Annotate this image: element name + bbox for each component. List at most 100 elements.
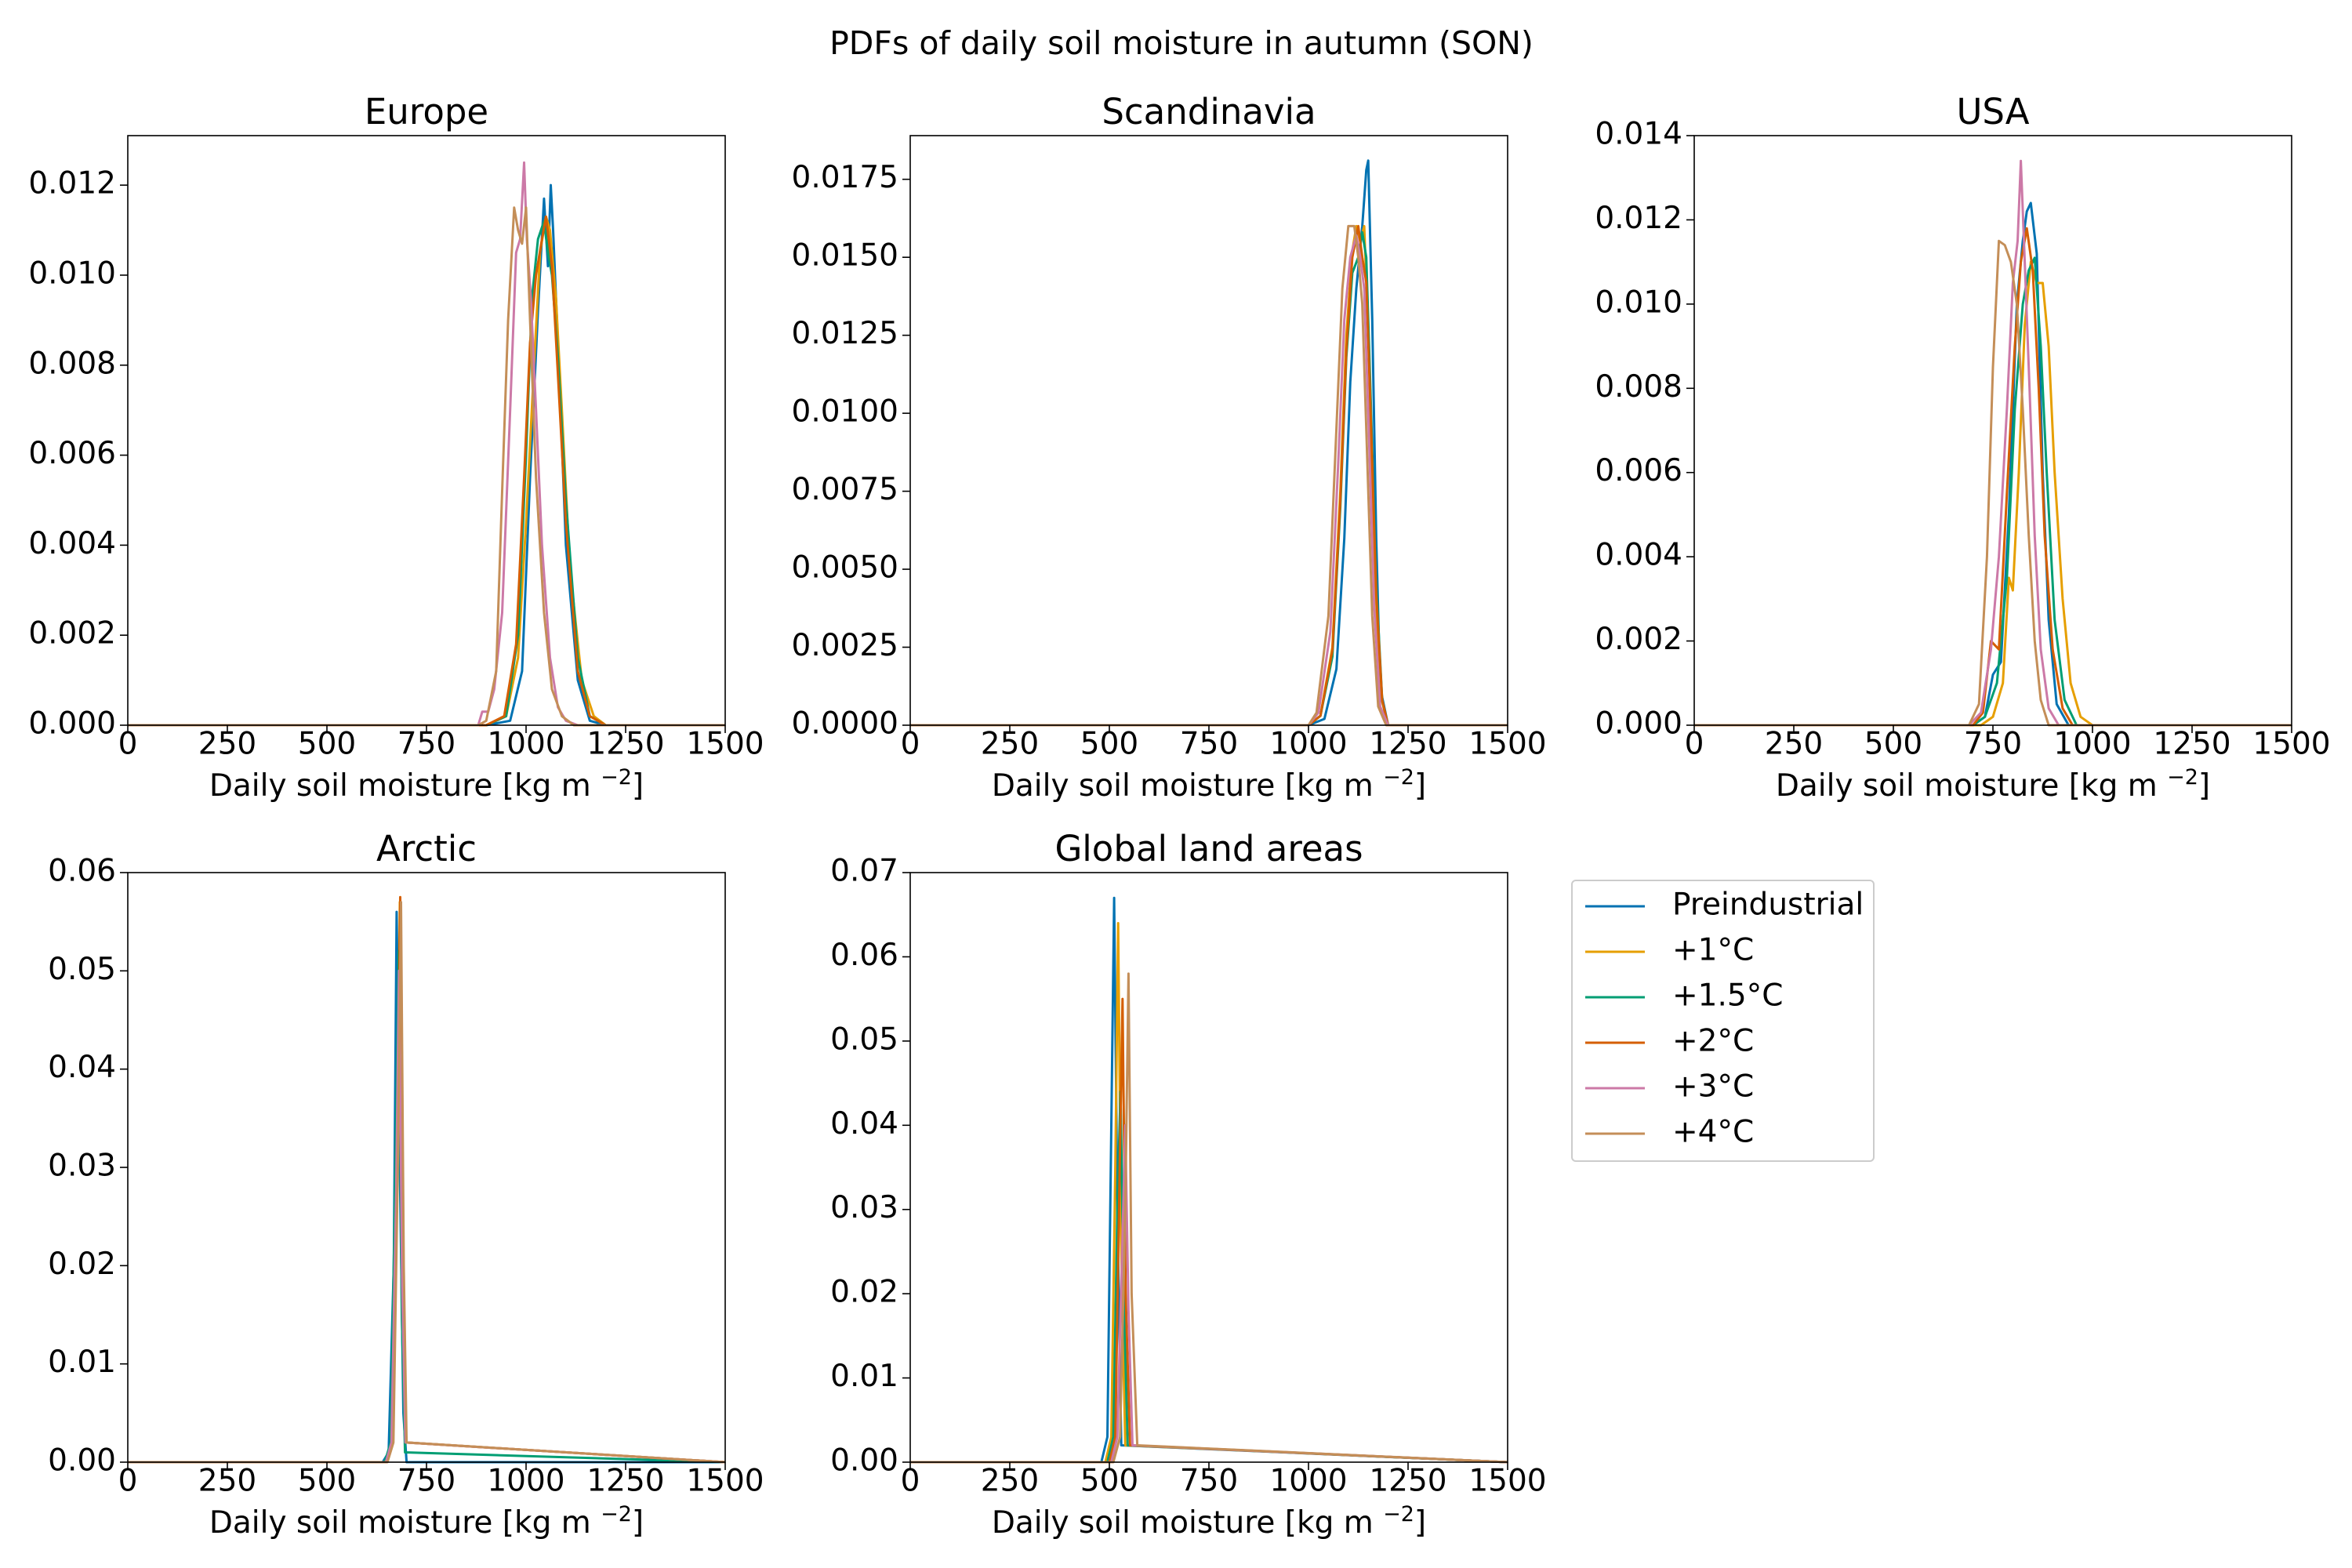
- x-tick-label: 1250: [586, 1464, 664, 1499]
- legend-label: +2°C: [1672, 1024, 1754, 1059]
- y-tick-label: 0.02: [48, 1247, 116, 1282]
- y-tick-label: 0.012: [28, 166, 116, 201]
- y-tick-label: 0.05: [830, 1022, 898, 1057]
- panel-title: Arctic: [376, 828, 477, 869]
- series-line-2-c: [910, 997, 1508, 1464]
- legend-label: Preindustrial: [1672, 887, 1864, 923]
- x-tick-label: 750: [397, 1464, 456, 1499]
- legend-label: +4°C: [1672, 1115, 1754, 1150]
- series-line-preindustrial: [1694, 201, 2292, 727]
- panel-usa: 0 250 500 750 1000 1250 1500 0.000 0.002 0.004 0.0…: [1595, 91, 2330, 804]
- x-tick-label: 500: [1080, 1464, 1138, 1499]
- figure-title: PDFs of daily soil moisture in autumn (S…: [829, 24, 1534, 62]
- panel-global-land-areas: 0 250 500 750 1000 1250 1500 0.00 0.01 0.02 0.03 0.…: [830, 828, 1546, 1541]
- plot-area: [910, 873, 1508, 1462]
- panel-europe: 0 250 500 750 1000 1250 1500 0.000 0.002 0.004 0.0…: [28, 91, 764, 804]
- x-tick-label: 500: [1080, 727, 1138, 762]
- x-tick-label: 1000: [487, 1464, 564, 1499]
- y-tick-label: 0.012: [1595, 201, 1682, 236]
- series-line-3-c: [910, 1123, 1508, 1464]
- x-tick-label: 1500: [1468, 1464, 1546, 1499]
- y-tick-label: 0.0150: [792, 238, 898, 274]
- y-tick-label: 0.0175: [792, 160, 898, 195]
- series-line-1-5-c: [1694, 256, 2292, 727]
- series-line-2-c: [910, 224, 1508, 727]
- legend-frame: [1571, 880, 1875, 1162]
- series-line-4-c: [128, 901, 726, 1464]
- y-tick-label: 0.00: [48, 1443, 116, 1479]
- y-tick-label: 0.06: [830, 938, 898, 973]
- panel-scandinavia: 0 250 500 750 1000 1250 1500 0.0000 0.0025 0.0050…: [792, 91, 1547, 804]
- x-tick-label: 1000: [1269, 1464, 1347, 1499]
- x-axis-label: Daily soil moisture [kg m −2]: [992, 1502, 1426, 1541]
- series-line-1-5-c: [128, 220, 725, 727]
- y-tick-label: 0.002: [28, 616, 116, 652]
- x-tick-label: 250: [198, 1464, 256, 1499]
- legend-item-3-c: +3°C: [1585, 1069, 1754, 1105]
- y-tick-label: 0.0125: [792, 316, 898, 351]
- legend-item-2-c: +2°C: [1585, 1024, 1754, 1059]
- y-tick-label: 0.0025: [792, 628, 898, 663]
- x-tick-label: 1000: [2053, 727, 2131, 762]
- x-tick-label: 500: [1864, 727, 1922, 762]
- series-line-4-c: [910, 972, 1508, 1464]
- y-tick-label: 0.000: [28, 706, 116, 742]
- x-tick-label: 1250: [586, 727, 664, 762]
- y-tick-label: 0.03: [830, 1190, 898, 1225]
- x-axis-label: Daily soil moisture [kg m −2]: [209, 765, 644, 804]
- x-axis-label: Daily soil moisture [kg m −2]: [1776, 765, 2210, 804]
- legend-item-preindustrial: Preindustrial: [1585, 887, 1864, 923]
- x-tick-label: 750: [1180, 1464, 1238, 1499]
- y-tick-label: 0.06: [48, 854, 116, 889]
- x-tick-label: 750: [1180, 727, 1238, 762]
- x-tick-label: 250: [198, 727, 256, 762]
- legend-item-1-5-c: +1.5°C: [1585, 978, 1783, 1014]
- y-tick-label: 0.010: [28, 256, 116, 291]
- series-line-3-c: [128, 969, 726, 1464]
- panel-arctic: 0 250 500 750 1000 1250 1500 0.00 0.01 0.02 0.03 0.…: [48, 828, 764, 1541]
- y-tick-label: 0.004: [28, 526, 116, 561]
- y-tick-label: 0.002: [1595, 622, 1682, 657]
- panel-title: Scandinavia: [1102, 91, 1316, 132]
- series-line-2-c: [128, 215, 725, 727]
- x-tick-label: 0: [901, 727, 920, 762]
- panel-title: USA: [1956, 91, 2029, 132]
- y-tick-label: 0.008: [28, 346, 116, 381]
- x-tick-label: 250: [1765, 727, 1823, 762]
- x-axis-label: Daily soil moisture [kg m −2]: [209, 1502, 644, 1541]
- series-line-4-c: [910, 224, 1508, 727]
- plot-area: [128, 136, 725, 725]
- x-tick-label: 0: [901, 1464, 920, 1499]
- y-tick-label: 0.07: [830, 854, 898, 889]
- y-tick-label: 0.010: [1595, 285, 1682, 320]
- y-tick-label: 0.03: [48, 1149, 116, 1184]
- y-tick-label: 0.02: [830, 1275, 898, 1310]
- y-tick-label: 0.04: [830, 1106, 898, 1142]
- legend-label: +1°C: [1672, 933, 1754, 968]
- x-tick-label: 750: [1964, 727, 2022, 762]
- x-tick-label: 500: [298, 1464, 356, 1499]
- legend-item-4-c: +4°C: [1585, 1115, 1754, 1150]
- series-line-3-c: [1694, 159, 2292, 727]
- x-tick-label: 1250: [2153, 727, 2230, 762]
- x-tick-label: 1000: [1269, 727, 1347, 762]
- legend: Preindustrial +1°C +1.5°C +2°C +3°C +4°C: [1571, 880, 1875, 1162]
- legend-item-1-c: +1°C: [1585, 933, 1754, 968]
- y-tick-label: 0.0075: [792, 472, 898, 507]
- series-line-4-c: [1694, 239, 2292, 727]
- panel-title: Europe: [365, 91, 488, 132]
- y-tick-label: 0.0100: [792, 394, 898, 430]
- y-tick-label: 0.000: [1595, 706, 1682, 742]
- y-tick-label: 0.006: [28, 436, 116, 471]
- y-tick-label: 0.01: [48, 1345, 116, 1380]
- x-tick-label: 1250: [1369, 1464, 1446, 1499]
- x-axis-label: Daily soil moisture [kg m −2]: [992, 765, 1426, 804]
- x-tick-label: 1000: [487, 727, 564, 762]
- x-tick-label: 0: [118, 1464, 138, 1499]
- y-tick-label: 0.0050: [792, 550, 898, 586]
- x-tick-label: 0: [1685, 727, 1704, 762]
- legend-label: +3°C: [1672, 1069, 1754, 1105]
- x-tick-label: 1250: [1369, 727, 1446, 762]
- x-tick-label: 1500: [686, 1464, 764, 1499]
